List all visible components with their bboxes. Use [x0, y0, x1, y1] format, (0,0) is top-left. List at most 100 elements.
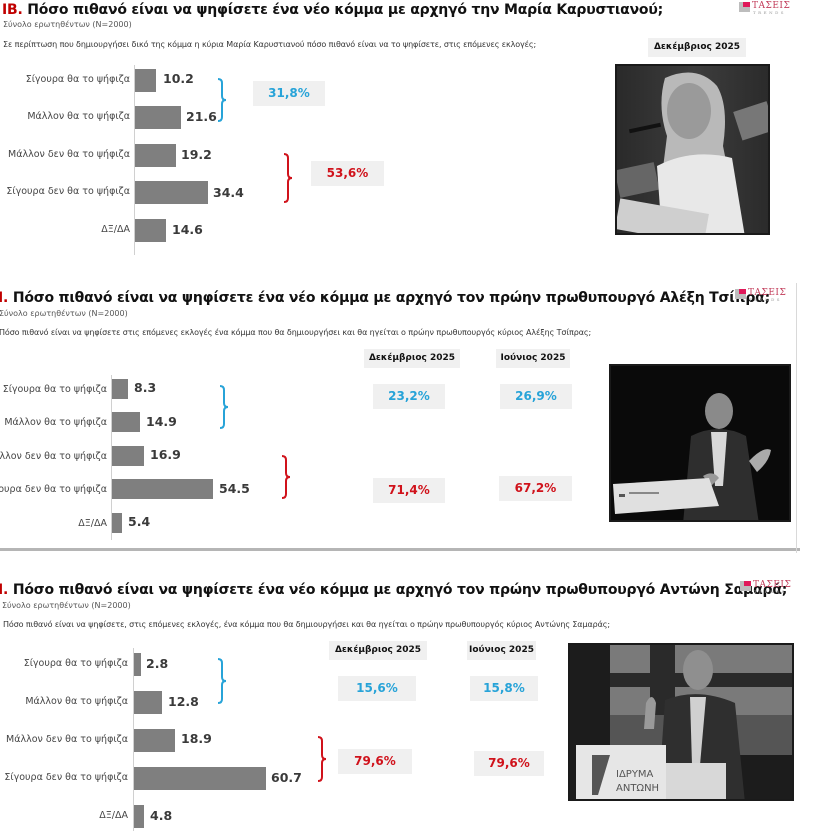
bar	[135, 106, 181, 129]
bar	[112, 379, 128, 399]
bar-value: 21.6	[186, 109, 217, 124]
chart-row: Μάλλον θα το ψήφιζα	[0, 691, 128, 715]
row-label: Μάλλον θα το ψήφιζα	[25, 696, 128, 707]
bar	[112, 479, 213, 499]
tasis-trends-logo: ΤΑΣΕΙΣ TRENDS	[739, 1, 801, 15]
chart-row: ΔΞ/ΔΑ	[0, 805, 128, 829]
sample-size: Σύνολο ερωτηθέντων (N=2000)	[0, 309, 128, 318]
photo-tsipras	[609, 364, 791, 522]
column-header-december: Δεκέμβριος 2025	[329, 641, 427, 660]
row-label: Μάλλον δεν θα το ψήφιζα	[6, 734, 128, 745]
bar-value: 60.7	[271, 770, 302, 785]
positive-brace-icon	[217, 658, 227, 704]
row-label: Σίγουρα θα το ψήφιζα	[23, 658, 128, 669]
chart-row: Σίγουρα θα το ψήφιζα	[0, 653, 128, 677]
bar	[135, 69, 156, 92]
photo-date-label: Δεκέμβριος 2025	[648, 38, 746, 57]
positive-brace-icon	[217, 78, 227, 122]
row-label: ΔΞ/ΔΑ	[99, 810, 128, 821]
panel-tsipras: I. Πόσο πιθανό είναι να ψηφίσετε ένα νέο…	[0, 280, 816, 550]
bar-value: 5.4	[128, 514, 151, 529]
positive-brace-icon	[219, 385, 229, 429]
chart-row: Μάλλον δεν θα το ψήφιζα	[0, 729, 128, 753]
positive-total-june: 15,8%	[470, 676, 538, 701]
negative-brace-icon	[317, 736, 327, 782]
positive-total-december: 23,2%	[373, 384, 445, 409]
sample-size: Σύνολο ερωτηθέντων (N=2000)	[3, 20, 132, 29]
column-header-june: Ιούνιος 2025	[467, 641, 536, 660]
section-divider-vertical	[796, 283, 797, 553]
bar-value: 14.6	[172, 222, 203, 237]
question-number: I.	[0, 582, 9, 598]
row-label: Σίγουρα δεν θα το ψήφιζα	[0, 484, 107, 495]
svg-text:ΑΝΤΩΝΗ: ΑΝΤΩΝΗ	[616, 783, 659, 794]
sample-size: Σύνολο ερωτηθέντων (N=2000)	[2, 601, 131, 610]
question-text: Πόσο πιθανό είναι να ψηφίσετε, στις επόμ…	[3, 620, 610, 629]
bar-value: 4.8	[150, 808, 173, 823]
chart-axis	[134, 65, 135, 255]
negative-total-june: 79,6%	[474, 751, 544, 776]
bar	[134, 653, 141, 676]
bar	[135, 144, 176, 167]
question-text: Σε περίπτωση που δημιουργήσει δικό της κ…	[3, 40, 537, 49]
row-label: Μάλλον θα το ψήφιζα	[27, 111, 130, 122]
photo-karystianou	[615, 64, 770, 235]
bar-value: 54.5	[219, 481, 250, 496]
panel-samaras: I. Πόσο πιθανό είναι να ψηφίσετε ένα νέο…	[0, 578, 816, 837]
panel-karystianou: IB. Πόσο πιθανό είναι να ψηφίσετε ένα νέ…	[0, 0, 816, 260]
bar	[134, 729, 175, 752]
row-label: Σίγουρα θα το ψήφιζα	[25, 74, 130, 85]
row-label: Μάλλον δεν θα το ψήφιζα	[8, 149, 130, 160]
portrait-image	[611, 366, 789, 520]
bar-value: 18.9	[181, 731, 212, 746]
bar	[135, 219, 166, 242]
negative-brace-icon	[283, 153, 293, 203]
chart-row: Σίγουρα θα το ψήφιζα	[0, 379, 107, 403]
positive-total: 31,8%	[253, 81, 325, 106]
chart-row: Σίγουρα θα το ψήφιζα	[0, 69, 130, 93]
chart-axis	[111, 375, 112, 540]
negative-total-december: 79,6%	[338, 749, 412, 774]
portrait-image	[617, 66, 768, 233]
bar-value: 8.3	[134, 380, 157, 395]
row-label: ΔΞ/ΔΑ	[78, 518, 107, 529]
bar	[134, 767, 266, 790]
bar	[112, 446, 144, 466]
chart-row: Σίγουρα δεν θα το ψήφιζα	[0, 767, 128, 791]
chart-row: Μάλλον θα το ψήφιζα	[0, 106, 130, 130]
question-title: Πόσο πιθανό είναι να ψηφίσετε ένα νέο κό…	[22, 2, 663, 18]
negative-brace-icon	[281, 455, 291, 499]
bar	[112, 412, 140, 432]
row-label: Μάλλον θα το ψήφιζα	[4, 417, 107, 428]
chart-row: ΔΞ/ΔΑ	[0, 513, 107, 537]
bar-value: 10.2	[163, 71, 194, 86]
section-divider	[0, 548, 800, 551]
row-label: Σίγουρα δεν θα το ψήφιζα	[4, 772, 128, 783]
chart-row: Μάλλον δεν θα το ψήφιζα	[0, 446, 107, 470]
panel-title: IB. Πόσο πιθανό είναι να ψηφίσετε ένα νέ…	[2, 2, 663, 18]
row-label: Μάλλον δεν θα το ψήφιζα	[0, 451, 107, 462]
column-header-june: Ιούνιος 2025	[496, 349, 570, 368]
bar-chart: Σίγουρα θα το ψήφιζα 8.3 Μάλλον θα το ψή…	[0, 375, 360, 545]
tasis-trends-logo: ΤΑΣΕΙΣ TRENDS	[735, 288, 797, 302]
bar	[134, 691, 162, 714]
negative-total: 53,6%	[311, 161, 384, 186]
positive-total-june: 26,9%	[500, 384, 572, 409]
bar-value: 19.2	[181, 147, 212, 162]
photo-samaras: ΙΔΡΥΜΑ ΑΝΤΩΝΗ	[568, 643, 794, 801]
bar-value: 16.9	[150, 447, 181, 462]
portrait-image: ΙΔΡΥΜΑ ΑΝΤΩΝΗ	[570, 645, 792, 799]
bar-chart: Σίγουρα θα το ψήφιζα 10.2 Μάλλον θα το ψ…	[0, 65, 400, 255]
negative-total-june: 67,2%	[499, 476, 572, 501]
question-text: Πόσο πιθανό είναι να ψηφίσετε στις επόμε…	[0, 328, 592, 337]
panel-title: I. Πόσο πιθανό είναι να ψηφίσετε ένα νέο…	[0, 290, 770, 306]
bar-value: 14.9	[146, 414, 177, 429]
row-label: Σίγουρα δεν θα το ψήφιζα	[6, 186, 130, 197]
bar	[135, 181, 208, 204]
bar-chart: Σίγουρα θα το ψήφιζα 2.8 Μάλλον θα το ψή…	[0, 648, 360, 833]
chart-row: Μάλλον δεν θα το ψήφιζα	[0, 144, 130, 168]
bar	[112, 513, 122, 533]
positive-total-december: 15,6%	[338, 676, 416, 701]
chart-row: Μάλλον θα το ψήφιζα	[0, 412, 107, 436]
bar-value: 2.8	[146, 656, 169, 671]
